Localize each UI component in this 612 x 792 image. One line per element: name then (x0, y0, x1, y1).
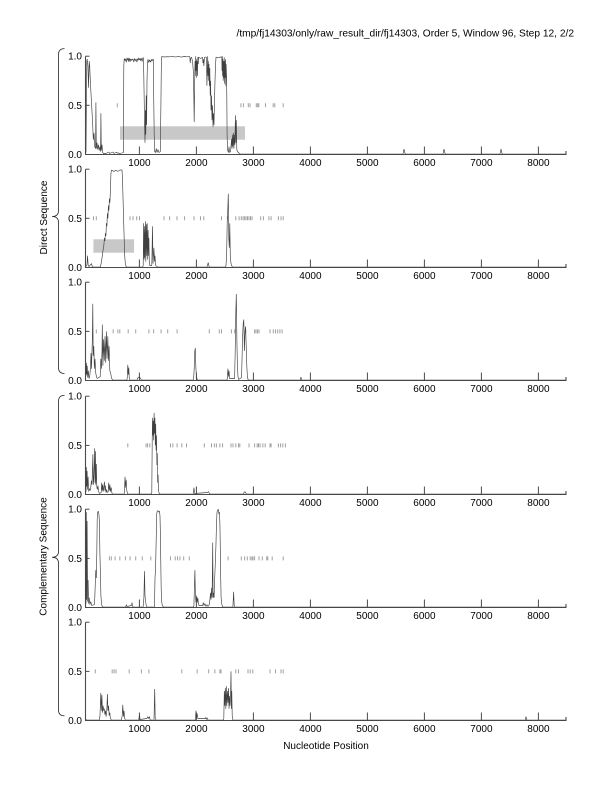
svg-text:4000: 4000 (299, 384, 322, 395)
svg-text:1000: 1000 (128, 271, 151, 282)
svg-text:2000: 2000 (185, 271, 208, 282)
svg-text:2000: 2000 (185, 724, 208, 735)
svg-text:8000: 8000 (527, 271, 550, 282)
svg-text:0.0: 0.0 (68, 716, 82, 727)
svg-text:5000: 5000 (356, 384, 379, 395)
svg-text:0.5: 0.5 (68, 214, 82, 225)
svg-text:3000: 3000 (242, 611, 265, 622)
svg-text:0.5: 0.5 (68, 441, 82, 452)
svg-text:3000: 3000 (242, 724, 265, 735)
svg-text:6000: 6000 (413, 158, 436, 169)
svg-text:6000: 6000 (413, 498, 436, 509)
svg-text:1.0: 1.0 (68, 392, 82, 403)
svg-text:Direct Sequence: Direct Sequence (39, 180, 50, 254)
svg-text:7000: 7000 (470, 611, 493, 622)
svg-text:3000: 3000 (242, 158, 265, 169)
svg-text:4000: 4000 (299, 158, 322, 169)
svg-text:1.0: 1.0 (68, 165, 82, 176)
svg-text:6000: 6000 (413, 724, 436, 735)
svg-text:8000: 8000 (527, 724, 550, 735)
svg-text:6000: 6000 (413, 271, 436, 282)
svg-text:7000: 7000 (470, 271, 493, 282)
svg-text:8000: 8000 (527, 158, 550, 169)
svg-text:0.5: 0.5 (68, 667, 82, 678)
svg-text:0.5: 0.5 (68, 327, 82, 338)
svg-text:2000: 2000 (185, 611, 208, 622)
svg-text:1.0: 1.0 (68, 278, 82, 289)
svg-text:5000: 5000 (356, 724, 379, 735)
svg-text:3000: 3000 (242, 498, 265, 509)
svg-text:7000: 7000 (470, 498, 493, 509)
svg-text:Nucleotide Position: Nucleotide Position (283, 741, 369, 752)
svg-text:5000: 5000 (356, 158, 379, 169)
svg-text:7000: 7000 (470, 384, 493, 395)
svg-text:0.0: 0.0 (68, 150, 82, 161)
svg-text:1000: 1000 (128, 498, 151, 509)
svg-text:2000: 2000 (185, 158, 208, 169)
svg-text:5000: 5000 (356, 271, 379, 282)
svg-text:0.0: 0.0 (68, 603, 82, 614)
svg-text:7000: 7000 (470, 724, 493, 735)
svg-text:0.0: 0.0 (68, 263, 82, 274)
svg-text:3000: 3000 (242, 384, 265, 395)
svg-text:6000: 6000 (413, 611, 436, 622)
svg-text:0.5: 0.5 (68, 554, 82, 565)
svg-text:1000: 1000 (128, 158, 151, 169)
svg-text:1.0: 1.0 (68, 618, 82, 629)
svg-text:1.0: 1.0 (68, 505, 82, 516)
svg-text:1.0: 1.0 (68, 52, 82, 63)
svg-text:1000: 1000 (128, 724, 151, 735)
svg-text:8000: 8000 (527, 384, 550, 395)
svg-text:4000: 4000 (299, 724, 322, 735)
svg-text:/tmp/fj14303/only/raw_result_d: /tmp/fj14303/only/raw_result_dir/fj14303… (236, 28, 574, 39)
svg-text:1000: 1000 (128, 384, 151, 395)
svg-text:0.0: 0.0 (68, 376, 82, 387)
svg-text:0.5: 0.5 (68, 101, 82, 112)
svg-text:2000: 2000 (185, 498, 208, 509)
svg-text:0.0: 0.0 (68, 490, 82, 501)
svg-text:2000: 2000 (185, 384, 208, 395)
svg-text:Complementary Sequence: Complementary Sequence (39, 497, 50, 616)
svg-text:4000: 4000 (299, 498, 322, 509)
svg-text:1000: 1000 (128, 611, 151, 622)
svg-text:3000: 3000 (242, 271, 265, 282)
svg-text:7000: 7000 (470, 158, 493, 169)
svg-text:6000: 6000 (413, 384, 436, 395)
svg-text:4000: 4000 (299, 271, 322, 282)
svg-text:5000: 5000 (356, 611, 379, 622)
svg-text:8000: 8000 (527, 611, 550, 622)
svg-text:4000: 4000 (299, 611, 322, 622)
svg-text:5000: 5000 (356, 498, 379, 509)
svg-text:8000: 8000 (527, 498, 550, 509)
